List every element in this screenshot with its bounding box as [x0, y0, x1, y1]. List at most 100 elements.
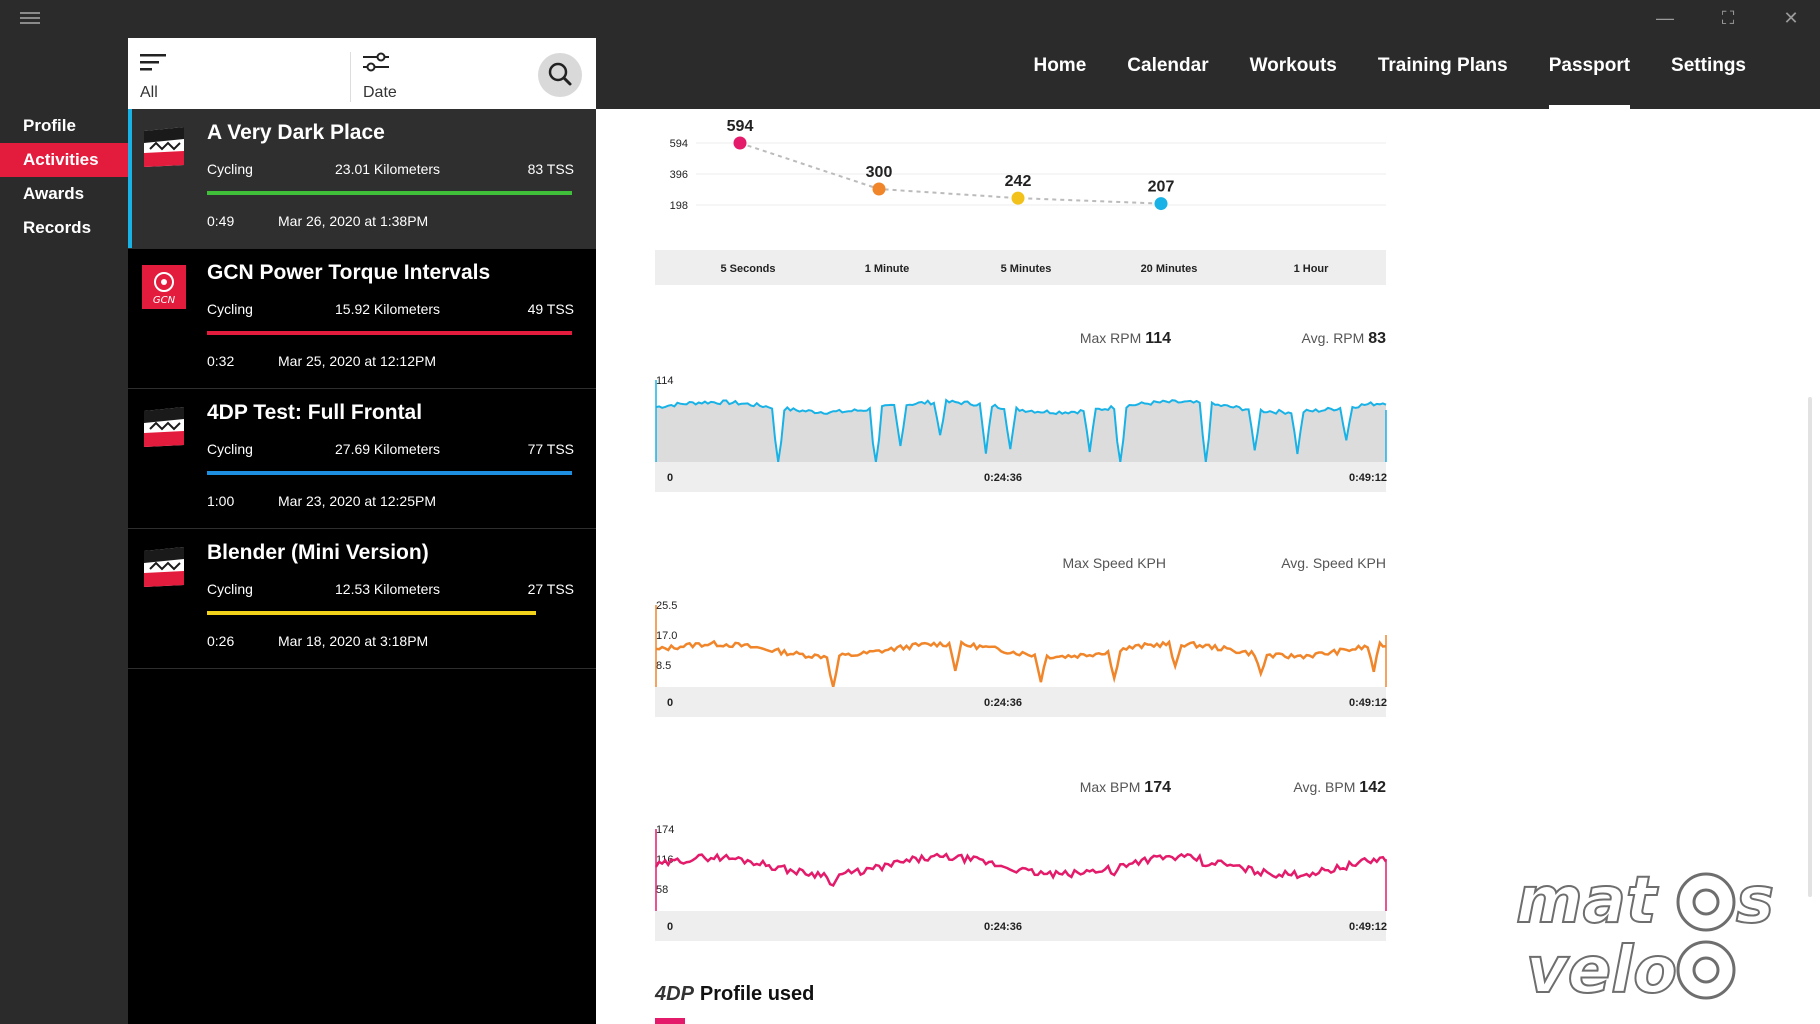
activity-detail-panel: 594 396 198 5 Seconds 1 Minute 5 Minutes 20 Mi… — [596, 109, 1820, 1024]
power-curve-line — [739, 142, 1162, 205]
power-value-label: 242 — [1005, 173, 1032, 190]
4dp-logo: 4DP — [655, 983, 694, 1005]
activity-type: Cycling — [207, 301, 253, 317]
nav-workouts[interactable]: Workouts — [1249, 55, 1337, 76]
heart_rate-x-tick: 0:24:36 — [984, 921, 1022, 933]
svg-text:velo: velo — [1526, 934, 1677, 1002]
speed-avg-label: Avg. Speed KPH — [1281, 555, 1386, 571]
sliders-icon — [363, 52, 389, 72]
power-y-tick: 396 — [670, 169, 688, 181]
main-nav: Home Calendar Workouts Training Plans Pa… — [992, 55, 1746, 109]
sort-lines-icon — [140, 54, 166, 71]
activity-tss: 83 TSS — [527, 161, 574, 177]
sort-filter-button[interactable]: All — [140, 52, 350, 102]
heart_rate-line — [654, 852, 1388, 887]
charts-area: 594 396 198 5 Seconds 1 Minute 5 Minutes 20 Mi… — [654, 118, 1388, 941]
power-point — [1154, 197, 1168, 211]
sidebar-item-awards[interactable]: Awards — [23, 184, 85, 203]
power-point — [733, 136, 747, 150]
search-icon — [548, 62, 572, 86]
activity-title: A Very Dark Place — [207, 121, 385, 144]
scrollbar[interactable] — [1808, 397, 1812, 897]
nav-training-plans[interactable]: Training Plans — [1377, 55, 1508, 76]
activity-color-bar — [207, 471, 572, 475]
speed-x-tick: 0 — [667, 697, 673, 709]
hamburger-menu-icon[interactable] — [20, 9, 40, 27]
power-value-label: 207 — [1148, 179, 1175, 196]
speed-x-tick: 0:49:12 — [1349, 697, 1387, 709]
activity-duration: 0:32 — [207, 353, 235, 369]
sufferfest-icon — [144, 127, 184, 167]
nav-settings[interactable]: Settings — [1671, 55, 1746, 76]
heart_rate-y-tick: 58 — [656, 884, 668, 896]
activity-color-bar — [207, 611, 536, 615]
cadence-x-tick: 0:49:12 — [1349, 472, 1387, 484]
power-y-tick: 198 — [670, 200, 688, 212]
power-value-label: 594 — [727, 118, 754, 135]
activity-date: Mar 25, 2020 at 12:12PM — [278, 353, 436, 369]
sidebar-item-activities[interactable]: Activities — [0, 143, 128, 177]
activity-row[interactable]: A Very Dark Place Cycling 23.01 Kilometers… — [128, 109, 596, 249]
activity-title: 4DP Test: Full Frontal — [207, 401, 423, 424]
power-y-tick: 594 — [670, 138, 688, 150]
activity-distance: 23.01 Kilometers — [335, 161, 441, 177]
activity-distance: 27.69 Kilometers — [335, 441, 441, 457]
power-point — [872, 182, 886, 196]
power-x-tick: 5 Minutes — [1001, 263, 1052, 275]
activity-date: Mar 26, 2020 at 1:38PM — [278, 213, 429, 229]
activity-tss: 27 TSS — [527, 581, 574, 597]
power-x-axis-band — [655, 250, 1386, 285]
nav-passport[interactable]: Passport — [1548, 55, 1631, 109]
profile-accent-bar — [655, 1018, 685, 1024]
activity-distance: 15.92 Kilometers — [335, 301, 441, 317]
power-x-tick: 1 Hour — [1294, 263, 1330, 275]
activity-duration: 0:49 — [207, 213, 235, 229]
filter-bar: All Date — [128, 38, 596, 109]
activity-row[interactable]: GCN GCN Power Torque Intervals Cycling 15.9… — [128, 249, 596, 389]
cadence-x-axis-band — [655, 462, 1386, 492]
search-button[interactable] — [538, 53, 582, 97]
activity-title: Blender (Mini Version) — [207, 541, 429, 564]
svg-text:GCN: GCN — [153, 295, 176, 306]
activity-color-bar — [207, 191, 572, 195]
power-x-tick: 5 Seconds — [720, 263, 775, 275]
close-icon[interactable]: ✕ — [1783, 8, 1799, 28]
cadence-max-stat: Max RPM 114 — [1080, 330, 1171, 347]
cadence-x-tick: 0 — [667, 472, 673, 484]
activity-row[interactable]: 4DP Test: Full Frontal Cycling 27.69 Kilom… — [128, 389, 596, 529]
activity-type: Cycling — [207, 581, 253, 597]
activity-list-panel: All Date A Very Dark Place Cycling 23.01 K… — [128, 38, 596, 1024]
speed-x-tick: 0:24:36 — [984, 697, 1022, 709]
activity-duration: 1:00 — [207, 493, 235, 509]
sidebar: Profile Activities Awards Records — [0, 109, 128, 1024]
cadence-y-tick: 114 — [656, 375, 674, 387]
cadence-avg-stat: Avg. RPM 83 — [1302, 330, 1387, 347]
profile-used-title: Profile used — [699, 983, 815, 1005]
activity-type: Cycling — [207, 161, 253, 177]
nav-home[interactable]: Home — [1033, 55, 1087, 76]
activity-date: Mar 23, 2020 at 12:25PM — [278, 493, 436, 509]
activity-title: GCN Power Torque Intervals — [207, 261, 491, 284]
heart_rate-x-axis-band — [655, 911, 1386, 941]
activity-date: Mar 18, 2020 at 3:18PM — [278, 633, 429, 649]
activity-distance: 12.53 Kilometers — [335, 581, 441, 597]
speed-line — [655, 639, 1387, 688]
date-filter-button[interactable]: Date — [350, 52, 500, 102]
activity-type: Cycling — [207, 441, 253, 457]
speed-x-axis-band — [655, 687, 1386, 717]
activity-row[interactable]: Blender (Mini Version) Cycling 12.53 Kilom… — [128, 529, 596, 669]
power-value-label: 300 — [866, 164, 893, 181]
sidebar-item-profile[interactable]: Profile — [23, 116, 76, 135]
sufferfest-icon — [144, 407, 184, 447]
heart_rate-avg-stat: Avg. BPM 142 — [1293, 779, 1386, 796]
power-point — [1011, 191, 1025, 205]
cadence-line — [655, 398, 1387, 463]
nav-calendar[interactable]: Calendar — [1127, 55, 1209, 76]
heart_rate-x-tick: 0:49:12 — [1349, 921, 1387, 933]
activity-duration: 0:26 — [207, 633, 235, 649]
minimize-icon[interactable]: — — [1656, 8, 1674, 28]
sufferfest-icon — [144, 547, 184, 587]
power-x-tick: 1 Minute — [865, 263, 910, 275]
fullscreen-icon[interactable]: ⛶ — [1721, 8, 1735, 28]
sidebar-item-records[interactable]: Records — [23, 218, 92, 237]
